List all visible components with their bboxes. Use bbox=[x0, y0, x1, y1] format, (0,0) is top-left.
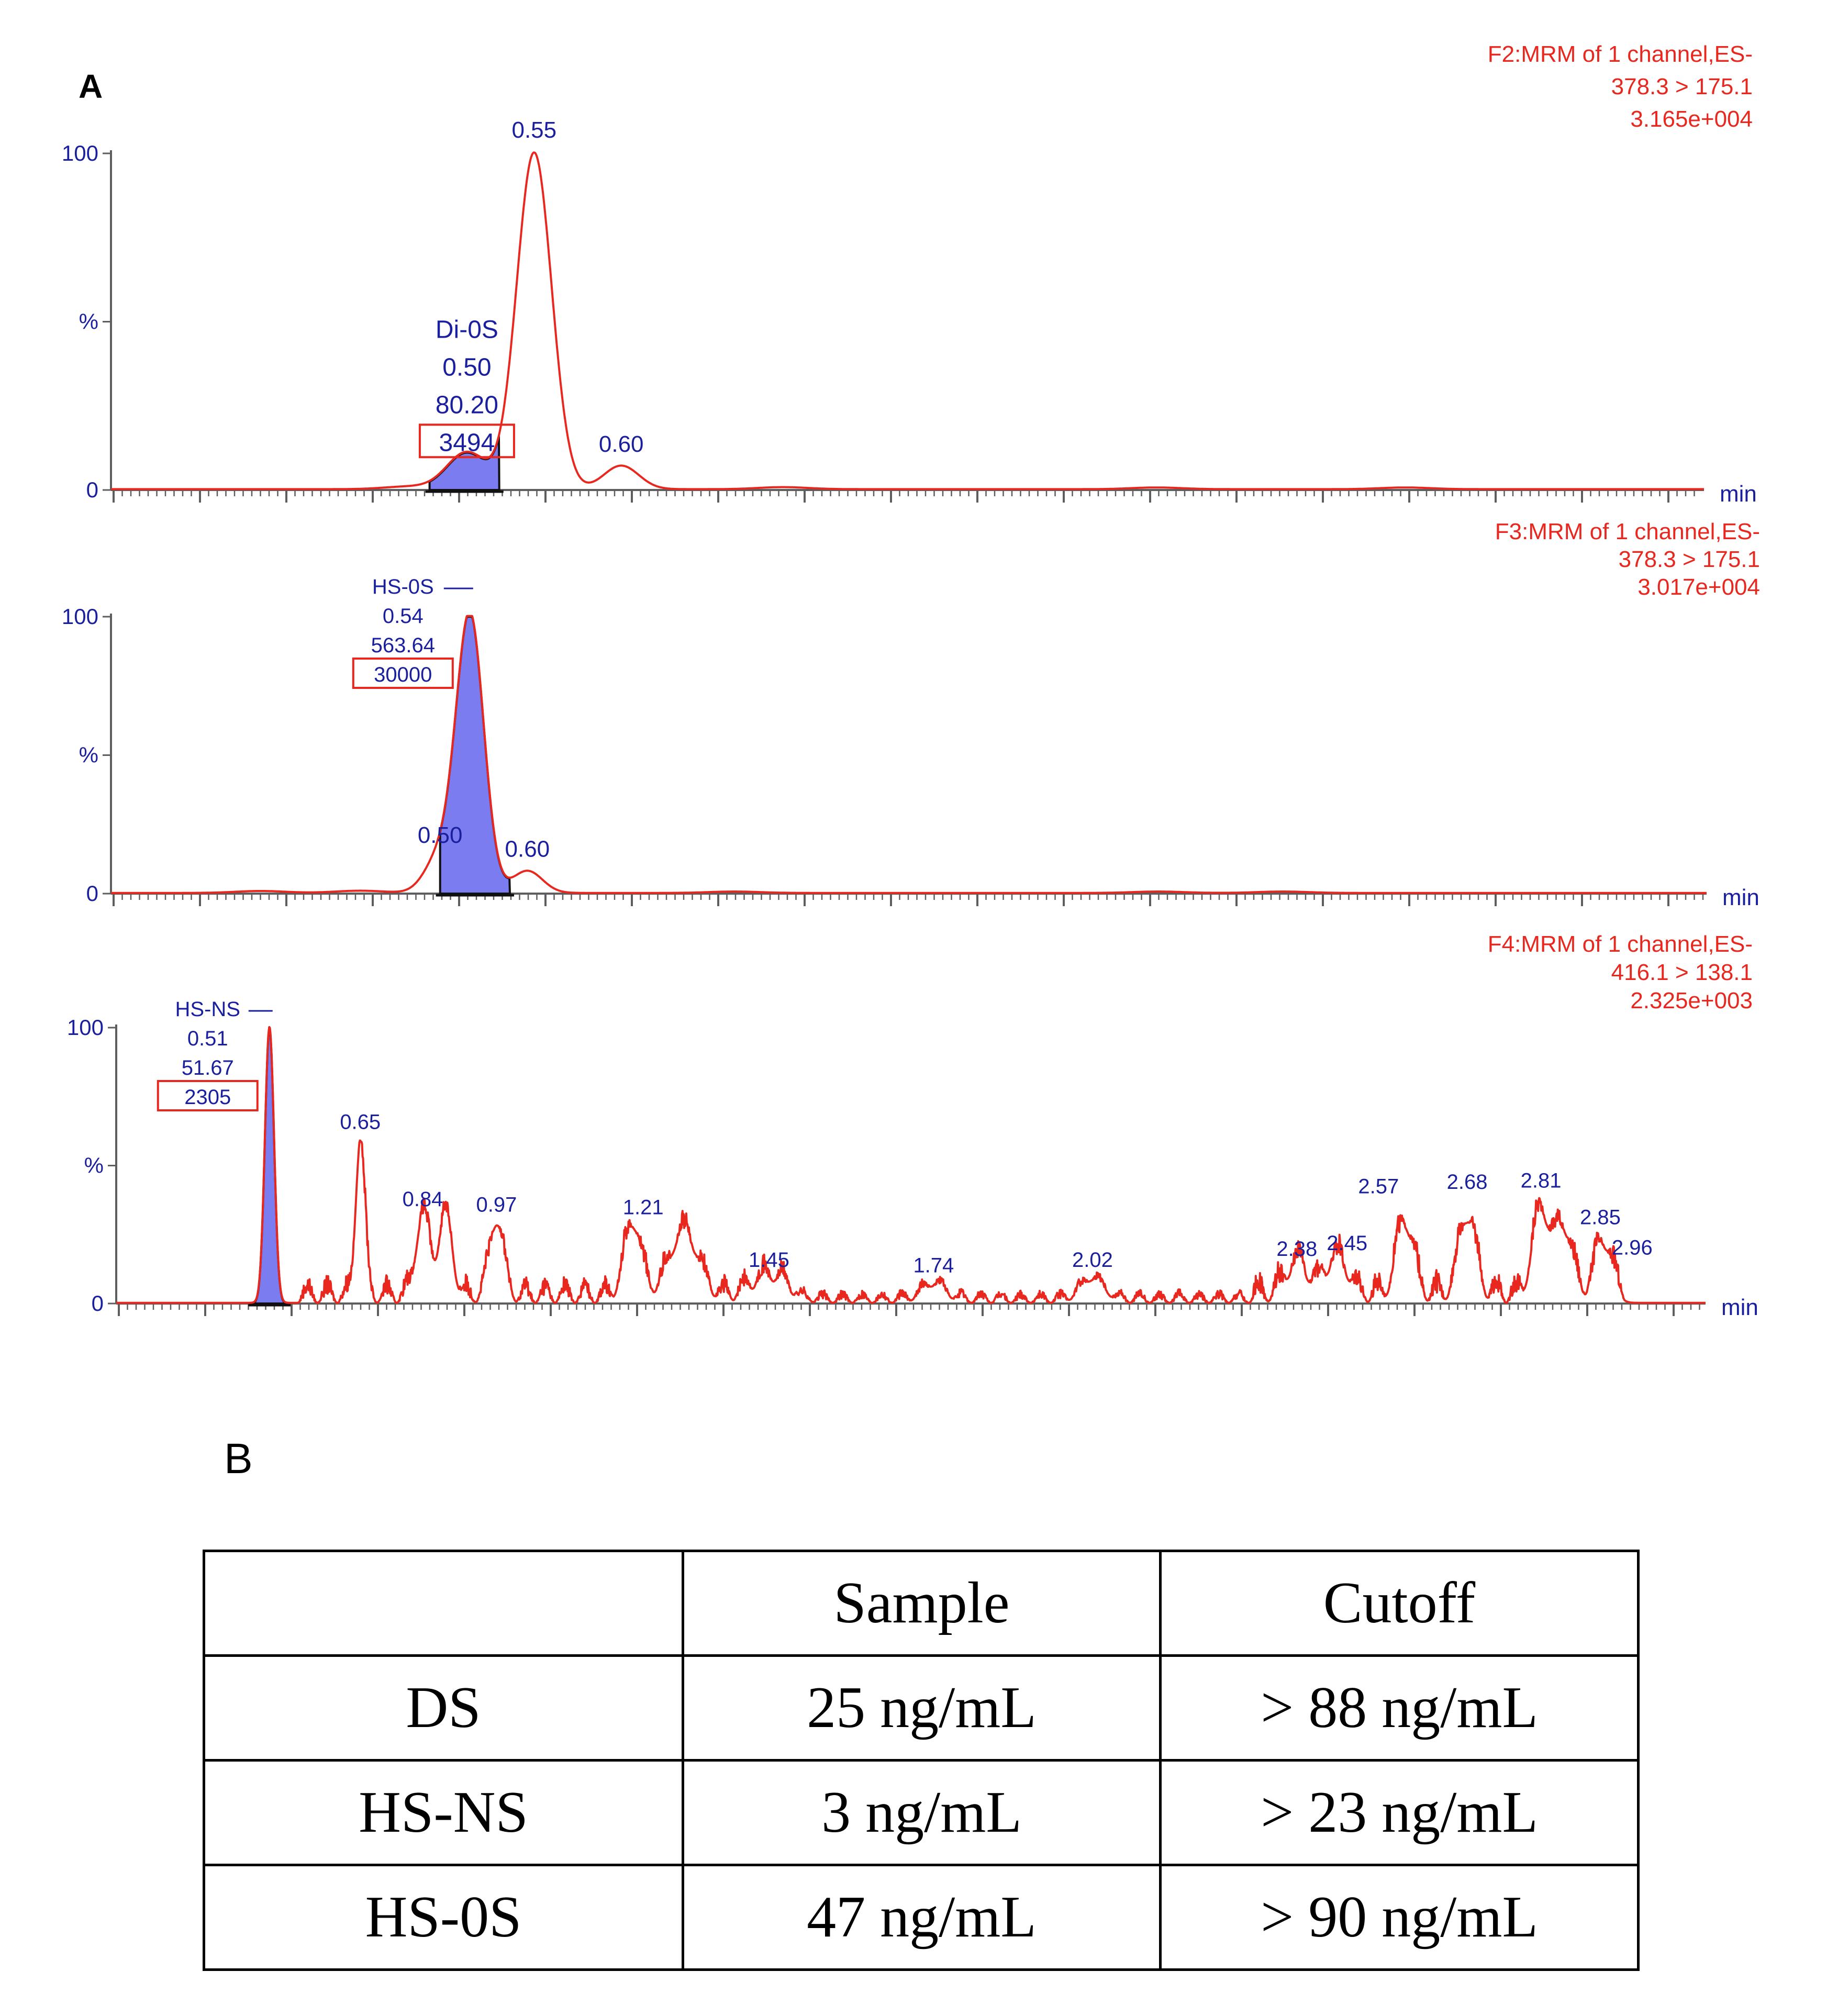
trace-header-0: F3:MRM of 1 channel,ES- bbox=[1495, 519, 1760, 544]
integrated-peak-box bbox=[157, 1080, 259, 1111]
y-tick-label: 100 bbox=[67, 1015, 104, 1040]
cutoff-value: > 88 ng/mL bbox=[1159, 1654, 1640, 1762]
y-tick-label: % bbox=[79, 309, 98, 334]
peak-label: 1.74 bbox=[913, 1254, 954, 1277]
trace-header-2: 3.017e+004 bbox=[1638, 574, 1760, 600]
peak-label: 2.85 bbox=[1580, 1206, 1621, 1229]
x-unit-label: min bbox=[1721, 1295, 1758, 1320]
trace-header-1: 378.3 > 175.1 bbox=[1611, 74, 1753, 99]
y-tick-label: % bbox=[84, 1153, 104, 1178]
peak-label: 1.21 bbox=[623, 1196, 664, 1219]
peak-label: 2.81 bbox=[1521, 1169, 1562, 1193]
integrated-peak-boxed-value: 30000 bbox=[374, 663, 432, 686]
table-row: HS-0S 47 ng/mL > 90 ng/mL bbox=[203, 1864, 1640, 1971]
integrated-peak-name: Di-0S bbox=[436, 316, 498, 343]
x-tick-group bbox=[118, 1304, 1700, 1316]
panel-b-label: B bbox=[224, 1435, 253, 1483]
trace-header-2: 3.165e+004 bbox=[1630, 106, 1753, 132]
header-cell-sample: Sample bbox=[682, 1550, 1162, 1657]
x-unit-label: min bbox=[1722, 885, 1759, 910]
trace-header-0: F4:MRM of 1 channel,ES- bbox=[1488, 931, 1753, 957]
integrated-peak-area-value: 80.20 bbox=[436, 391, 498, 419]
peak-label: 0.60 bbox=[599, 431, 644, 457]
chromatogram-trace bbox=[110, 151, 1705, 491]
peak-label: 2.96 bbox=[1612, 1237, 1653, 1260]
x-tick-group bbox=[113, 490, 1695, 503]
peak-label: 2.57 bbox=[1358, 1175, 1399, 1198]
y-tick-label: 100 bbox=[62, 141, 98, 165]
peak-label: 2.02 bbox=[1072, 1249, 1113, 1272]
header-cell-blank bbox=[203, 1550, 684, 1657]
trace-header-1: 416.1 > 138.1 bbox=[1611, 960, 1753, 985]
peak-label: 2.38 bbox=[1276, 1238, 1317, 1261]
sample-value: 25 ng/mL bbox=[682, 1654, 1162, 1762]
y-tick-label: % bbox=[79, 743, 98, 767]
peak-label: 0.97 bbox=[476, 1193, 517, 1216]
trace-header-2: 2.325e+003 bbox=[1630, 988, 1753, 1013]
integrated-peak-box bbox=[418, 424, 515, 459]
y-tick-label: 0 bbox=[86, 881, 98, 906]
peak-label: 0.65 bbox=[340, 1110, 381, 1133]
peak-label: 2.68 bbox=[1447, 1171, 1488, 1194]
row-label: DS bbox=[203, 1654, 684, 1762]
peak-label: 0.50 bbox=[418, 822, 463, 848]
peak-label: 1.45 bbox=[749, 1249, 789, 1272]
chromatogram-trace bbox=[116, 1026, 1706, 1304]
peak-label: 0.60 bbox=[505, 837, 550, 862]
integrated-peak-rt: 0.50 bbox=[442, 353, 491, 381]
trace-header-0: F2:MRM of 1 channel,ES- bbox=[1488, 41, 1753, 67]
row-label: HS-0S bbox=[203, 1864, 684, 1971]
y-tick-label: 0 bbox=[92, 1291, 104, 1316]
chromatogram-panel: 100% 0 min F2:MRM of 1 channel,ES- 378.3 > 1… bbox=[62, 41, 1760, 1320]
integrated-peak-name: HS-0S bbox=[372, 575, 434, 598]
cutoff-value: > 90 ng/mL bbox=[1159, 1864, 1640, 1971]
y-tick-label: 100 bbox=[62, 604, 98, 629]
sample-value: 3 ng/mL bbox=[682, 1759, 1162, 1866]
cutoff-value: > 23 ng/mL bbox=[1159, 1759, 1640, 1866]
results-table: Sample Cutoff DS 25 ng/mL > 88 ng/mL HS-… bbox=[203, 1550, 1640, 1971]
x-tick-group bbox=[113, 894, 1704, 906]
row-label: HS-NS bbox=[203, 1759, 684, 1866]
integrated-peak-boxed-value: 3494 bbox=[439, 429, 495, 456]
y-tick-label: 0 bbox=[86, 477, 98, 502]
integrated-peak-area bbox=[251, 1026, 291, 1305]
chromatogram-trace bbox=[110, 615, 1707, 894]
x-unit-label: min bbox=[1720, 481, 1757, 507]
integrated-peak-name: HS-NS bbox=[175, 998, 240, 1021]
peak-label: 0.84 bbox=[403, 1188, 443, 1211]
table-row: HS-NS 3 ng/mL > 23 ng/mL bbox=[203, 1759, 1640, 1866]
trace-header-1: 378.3 > 175.1 bbox=[1619, 547, 1760, 572]
integrated-peak-area-value: 51.67 bbox=[182, 1056, 234, 1079]
integrated-peak-rt: 0.54 bbox=[383, 605, 424, 628]
panel-a-label: A bbox=[79, 68, 103, 105]
table-row: DS 25 ng/mL > 88 ng/mL bbox=[203, 1654, 1640, 1762]
table-header-row: Sample Cutoff bbox=[203, 1550, 1640, 1657]
integrated-peak-area-value: 563.64 bbox=[371, 634, 435, 657]
header-cell-cutoff: Cutoff bbox=[1159, 1550, 1640, 1657]
peak-label: 0.55 bbox=[511, 117, 556, 143]
integrated-peak-boxed-value: 2305 bbox=[184, 1086, 231, 1109]
sample-value: 47 ng/mL bbox=[682, 1864, 1162, 1971]
integrated-peak-rt: 0.51 bbox=[187, 1027, 228, 1050]
integrated-peak-box bbox=[352, 658, 454, 689]
peak-label: 2.45 bbox=[1327, 1232, 1367, 1255]
